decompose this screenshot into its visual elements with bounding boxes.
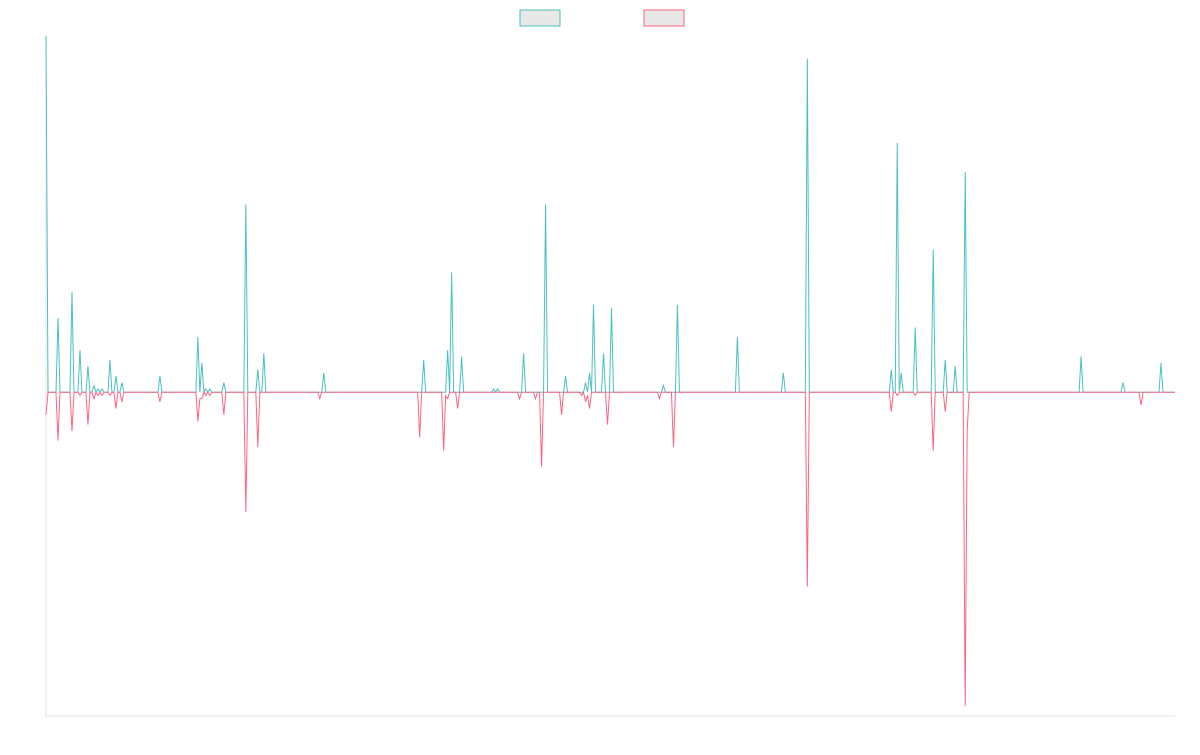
legend-swatch-1[interactable]: [519, 9, 561, 27]
series-line-2: [45, 390, 1175, 707]
legend-swatch-2[interactable]: [643, 9, 685, 27]
legend[interactable]: [519, 9, 685, 27]
series-line-1: [45, 35, 1175, 394]
series-layer: [45, 35, 1175, 707]
